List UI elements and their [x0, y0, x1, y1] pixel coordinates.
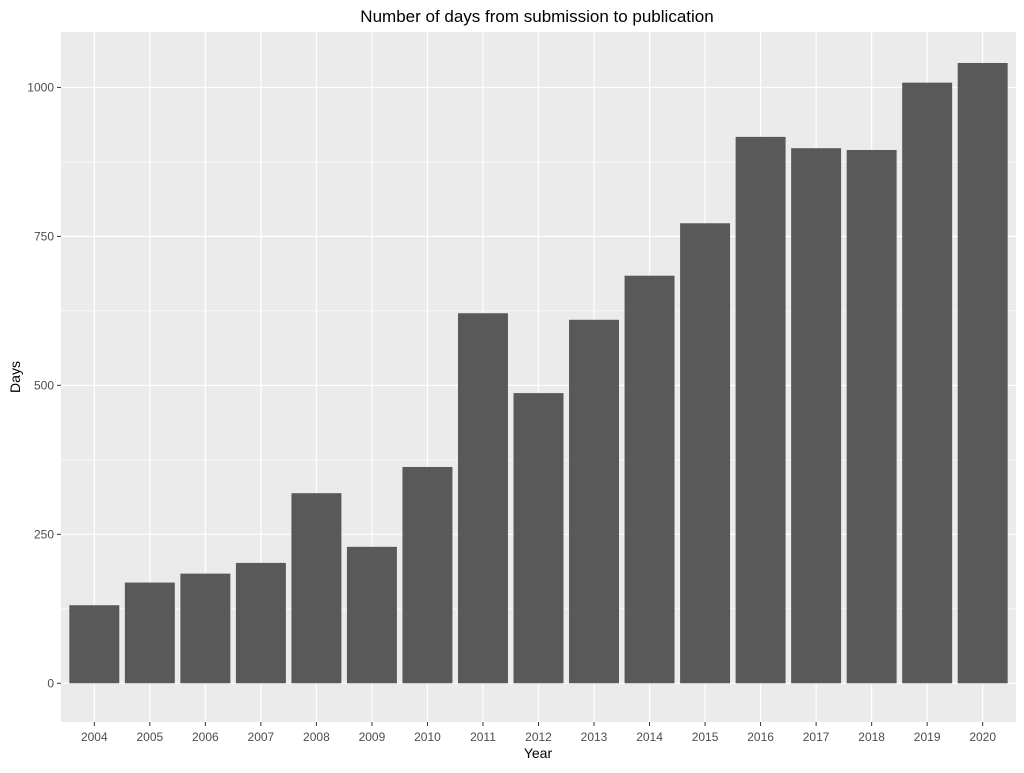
bars: [69, 62, 1008, 684]
x-tick-label: 2009: [359, 730, 386, 744]
bar-2019: [902, 82, 953, 684]
x-tick-label: 2010: [414, 730, 441, 744]
x-tick-label: 2012: [525, 730, 552, 744]
x-tick-label: 2007: [248, 730, 275, 744]
x-tick-label: 2008: [303, 730, 330, 744]
bar-2011: [457, 313, 508, 684]
y-axis: 0 250 500 750 1000: [27, 80, 61, 690]
bar-2015: [680, 223, 731, 684]
bar-2010: [402, 466, 453, 684]
x-tick-label: 2011: [470, 730, 496, 744]
x-axis-title: Year: [524, 745, 553, 761]
x-tick-label: 2013: [581, 730, 608, 744]
x-axis: 2004 2005 2006 2007 2008 2009 2010 2011 2012 2013…: [81, 722, 996, 744]
bar-2006: [180, 573, 231, 684]
bar-2004: [69, 605, 120, 684]
y-axis-title: Days: [7, 361, 23, 393]
bar-2008: [291, 493, 342, 684]
x-tick-label: 2004: [81, 730, 108, 744]
x-tick-label: 2020: [969, 730, 996, 744]
y-tick-label: 1000: [27, 80, 54, 94]
x-tick-label: 2019: [914, 730, 941, 744]
x-tick-label: 2015: [692, 730, 719, 744]
bar-2009: [346, 546, 397, 684]
y-tick-label: 0: [47, 676, 54, 690]
bar-2012: [513, 393, 564, 684]
bar-2017: [791, 148, 842, 684]
y-tick-label: 750: [34, 229, 54, 243]
x-tick-label: 2018: [858, 730, 885, 744]
chart-title: Number of days from submission to public…: [360, 7, 713, 26]
bar-2020: [957, 62, 1008, 684]
bar-2014: [624, 275, 675, 684]
x-tick-label: 2017: [803, 730, 830, 744]
bar-2016: [735, 136, 786, 684]
x-tick-label: 2005: [136, 730, 163, 744]
x-tick-label: 2006: [192, 730, 219, 744]
bar-2013: [569, 319, 620, 684]
x-tick-label: 2016: [747, 730, 774, 744]
y-tick-label: 250: [34, 527, 54, 541]
bar-2005: [124, 582, 175, 684]
bar-2007: [235, 562, 286, 684]
y-tick-label: 500: [34, 378, 54, 392]
bar-2018: [846, 149, 897, 684]
x-tick-label: 2014: [636, 730, 663, 744]
